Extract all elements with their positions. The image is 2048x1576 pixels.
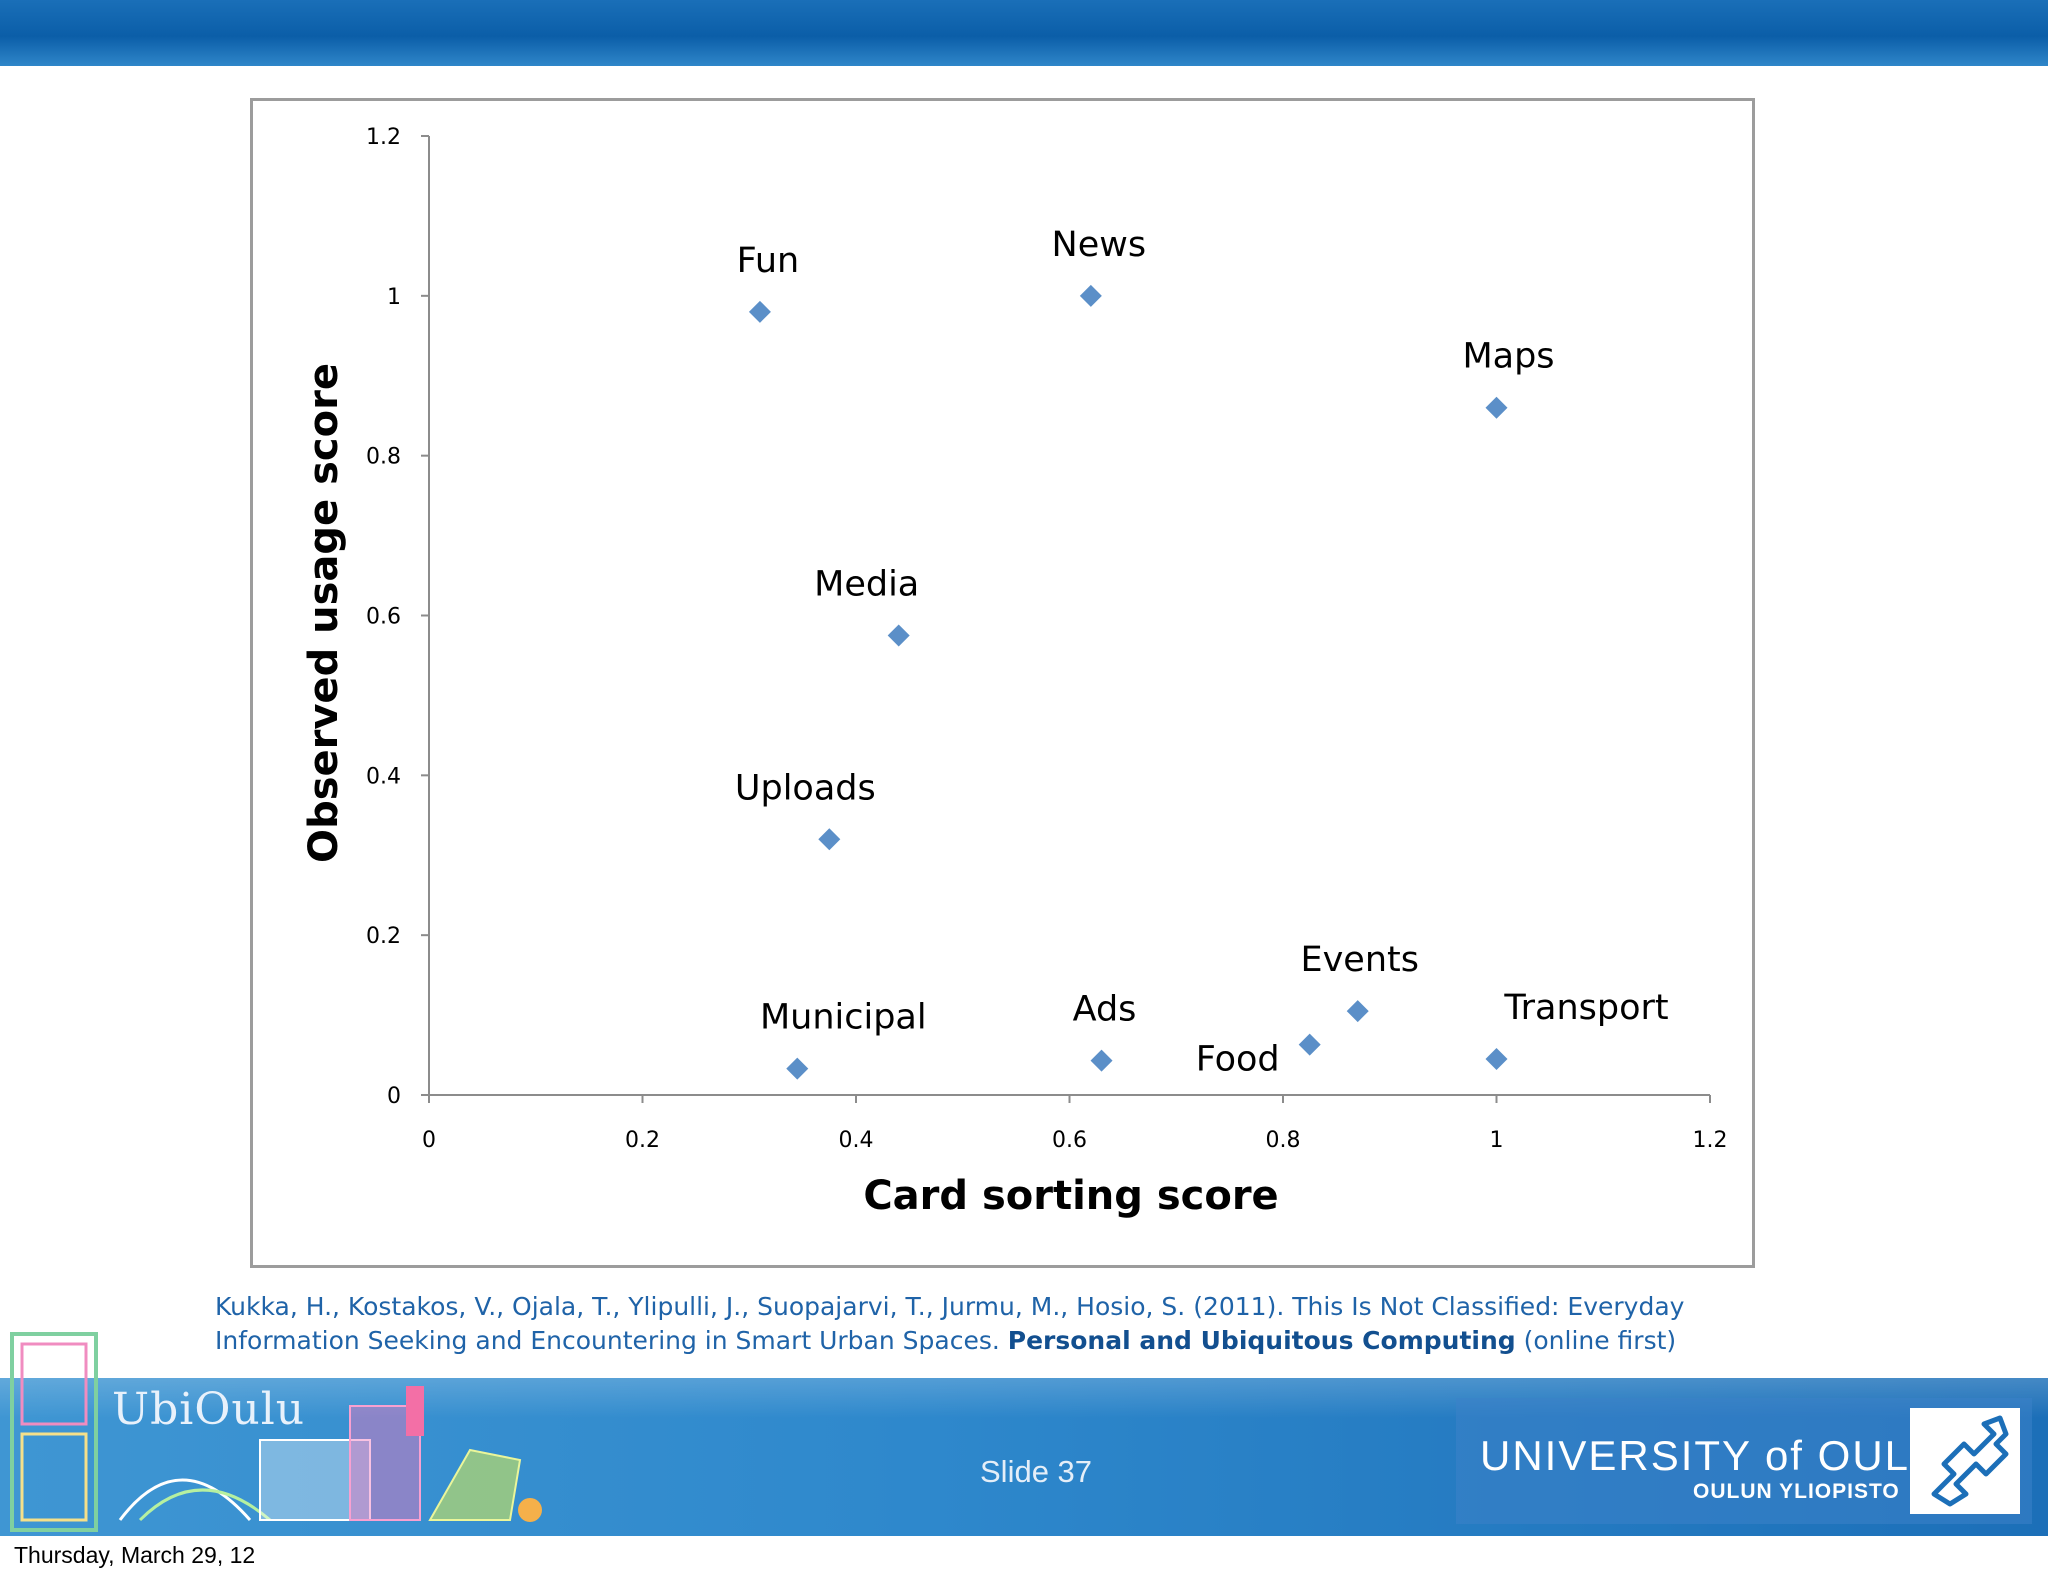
citation-journal: Personal and Ubiquitous Computing [1007, 1326, 1516, 1355]
data-point-media [887, 624, 910, 647]
point-label-fun: Fun [737, 241, 800, 281]
data-point-events [1346, 1000, 1369, 1023]
data-point-maps [1485, 396, 1508, 419]
university-name: UNIVERSITY of OULU [1480, 1432, 1943, 1479]
date-label: Thursday, March 29, 12 [14, 1542, 256, 1568]
y-axis-title: Observed usage score [301, 363, 347, 863]
header-bar [0, 0, 2048, 66]
x-axis-title: Card sorting score [863, 1173, 1278, 1219]
y-tick-label: 1.2 [366, 125, 401, 150]
point-label-municipal: Municipal [760, 998, 927, 1038]
scatter-chart: 0 0.2 0.4 0.6 0.8 1 1.2 0 0.2 0.4 0.6 0.8 1 1.2 Fun Ne… [301, 125, 1728, 1219]
point-label-food: Food [1196, 1040, 1280, 1080]
chart-frame: 0 0.2 0.4 0.6 0.8 1 1.2 0 0.2 0.4 0.6 0.8 1 1.2 Fun Ne… [250, 98, 1755, 1268]
point-label-maps: Maps [1462, 337, 1554, 377]
slide-number: Slide 37 [980, 1454, 1093, 1489]
citation-line-2: Information Seeking and Encountering in … [215, 1324, 1775, 1358]
x-tick-label: 0 [422, 1128, 436, 1153]
point-label-uploads: Uploads [735, 768, 876, 808]
university-logo-icon [1910, 1408, 2020, 1514]
point-label-events: Events [1300, 940, 1419, 980]
x-tick-label: 0.8 [1266, 1128, 1301, 1153]
university-subtitle: OULUN YLIOPISTO [1693, 1480, 1900, 1503]
y-tick-label: 0.2 [366, 924, 401, 949]
ubioulu-illustration [10, 1332, 542, 1532]
data-point-ads [1090, 1049, 1113, 1072]
point-label-transport: Transport [1503, 988, 1668, 1028]
point-label-media: Media [814, 564, 919, 604]
x-tick-label: 0.6 [1052, 1128, 1087, 1153]
brand-name: UbiOulu [112, 1384, 306, 1435]
citation: Kukka, H., Kostakos, V., Ojala, T., Ylip… [215, 1290, 1775, 1358]
data-point-uploads [818, 828, 841, 851]
y-tick-label: 0.4 [366, 764, 401, 789]
data-point-fun [748, 300, 771, 323]
data-point-food [1298, 1033, 1321, 1056]
citation-title-tail: Information Seeking and Encountering in … [215, 1326, 1008, 1355]
x-tick-label: 1 [1490, 1128, 1504, 1153]
y-tick-label: 0.6 [366, 605, 401, 630]
y-tick-label: 0 [387, 1084, 401, 1109]
data-point-news [1079, 284, 1102, 307]
data-point-transport [1485, 1048, 1508, 1071]
x-tick-label: 0.2 [625, 1128, 660, 1153]
x-tick-label: 0.4 [839, 1128, 874, 1153]
y-tick-label: 0.8 [366, 445, 401, 470]
citation-line-1: Kukka, H., Kostakos, V., Ojala, T., Ylip… [215, 1292, 1685, 1321]
x-tick-label: 1.2 [1693, 1128, 1728, 1153]
data-point-municipal [786, 1057, 809, 1080]
citation-suffix: (online first) [1515, 1326, 1677, 1355]
y-tick-label: 1 [387, 285, 401, 310]
point-label-ads: Ads [1073, 990, 1137, 1030]
point-label-news: News [1052, 225, 1147, 265]
